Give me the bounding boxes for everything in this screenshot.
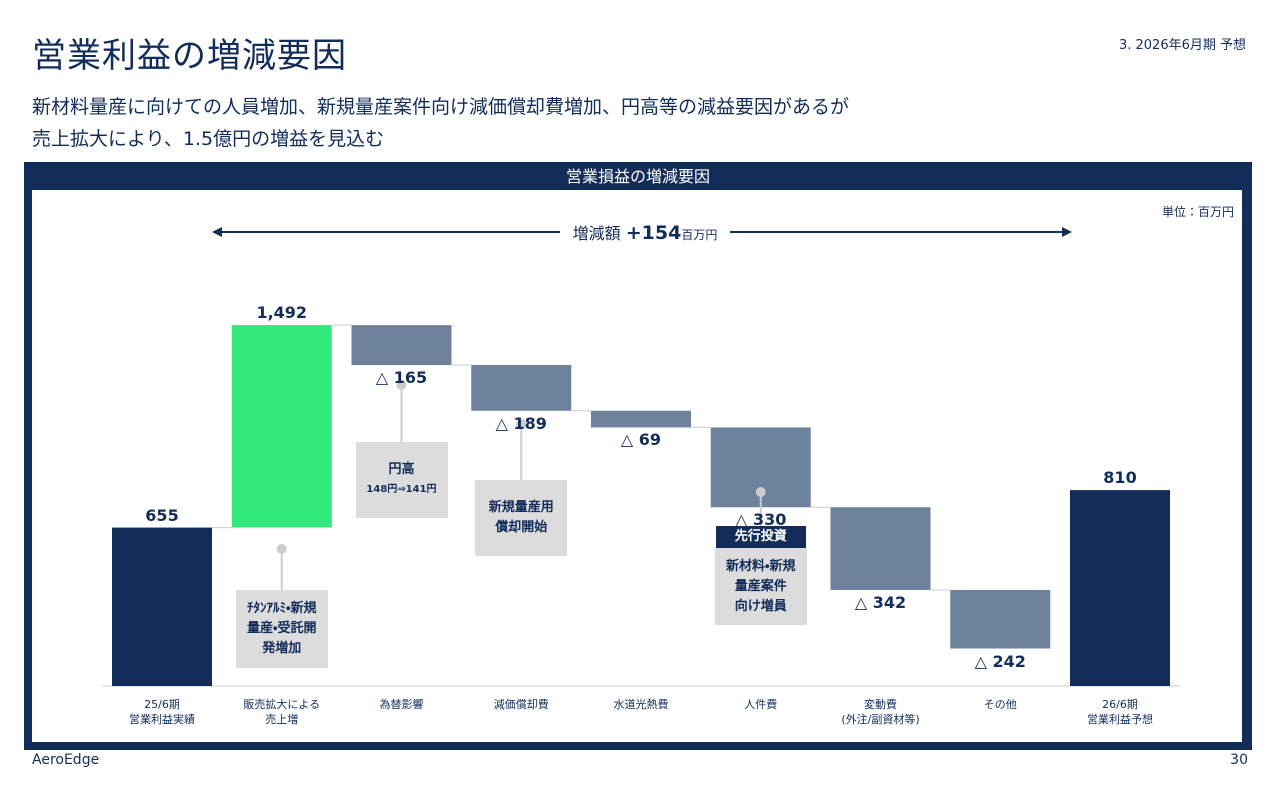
value-label: △ 342 xyxy=(854,592,907,612)
value-label: 810 xyxy=(1103,468,1137,488)
unit-label: 単位：百万円 xyxy=(1161,205,1234,219)
value-label: △ 69 xyxy=(620,430,662,450)
callout-text: 新規量産用 償却開始 xyxy=(488,500,554,535)
callout: ﾁﾀﾝｱﾙﾐ・新規 量産・受託開 発増加 xyxy=(235,590,328,668)
value-label: 655 xyxy=(145,505,179,525)
leader-dot xyxy=(516,419,527,429)
callout: 円高 148円⇒141円 xyxy=(355,442,448,518)
slide-title: 営業利益の増減要因 xyxy=(32,36,347,76)
x-tick-label: 変動費 (外注/副資材等) xyxy=(841,698,920,726)
headline-label: 増減額 xyxy=(572,224,621,243)
bar xyxy=(471,365,572,411)
subtitle: 新材料量産に向けての人員増加、新規量産案件向け減価償却費増加、円高等の減益要因が… xyxy=(32,96,850,118)
leader-dot xyxy=(396,380,407,390)
value-label: △ 165 xyxy=(375,368,428,388)
headline-value: +154 xyxy=(625,222,682,244)
panel-title: 営業損益の増減要因 xyxy=(565,167,710,186)
x-tick-label: 人件費 xyxy=(744,698,778,711)
bar xyxy=(1070,490,1170,686)
x-tick-label: 26/6期 営業利益予想 xyxy=(1087,698,1153,726)
leader-dot xyxy=(755,487,766,497)
value-label: △ 189 xyxy=(495,413,547,433)
bar xyxy=(830,507,931,590)
callout-text: ﾁﾀﾝｱﾙﾐ・新規 量産・受託開 発増加 xyxy=(247,601,317,656)
callout: 新材料・新規 量産案件 向け増員 xyxy=(714,548,807,625)
callout-text: 円高 xyxy=(388,462,415,477)
callout-note: 148円⇒141円 xyxy=(366,484,437,495)
arrow-head xyxy=(1062,227,1072,237)
x-tick-label: 減価償却費 xyxy=(493,698,549,711)
headline-unit: 百万円 xyxy=(681,228,718,242)
x-tick-label: その他 xyxy=(983,698,1017,711)
bar xyxy=(591,410,691,428)
x-tick-label: 為替影響 xyxy=(379,698,424,711)
callout: 新規量産用 償却開始 xyxy=(475,480,568,556)
headline: 増減額 +154百万円 xyxy=(560,220,730,244)
page-label: 3. 2026年6月期 予想 xyxy=(1118,38,1246,53)
bar xyxy=(351,325,452,366)
bar xyxy=(231,325,332,528)
company: AeroEdge xyxy=(32,752,100,768)
callout-text: 新材料・新規 量産案件 向け増員 xyxy=(726,558,796,614)
arrow-head xyxy=(212,227,222,237)
x-tick-label: 25/6期 営業利益実績 xyxy=(129,698,195,726)
subtitle: 売上拡大により、1.5億円の増益を見込む xyxy=(32,128,385,150)
value-label: △ 330 xyxy=(735,510,787,530)
callout-tag: 先行投資 xyxy=(715,526,806,548)
x-tick-label: 水道光熱費 xyxy=(613,698,669,711)
page-number: 30 xyxy=(1230,752,1248,768)
leader-dot xyxy=(276,544,287,554)
bar xyxy=(112,527,212,686)
bar xyxy=(950,589,1051,649)
x-tick-label: 販売拡大による 売上増 xyxy=(243,698,321,726)
annotation: 1,492 xyxy=(256,303,308,323)
value-label: △ 242 xyxy=(974,651,1026,671)
